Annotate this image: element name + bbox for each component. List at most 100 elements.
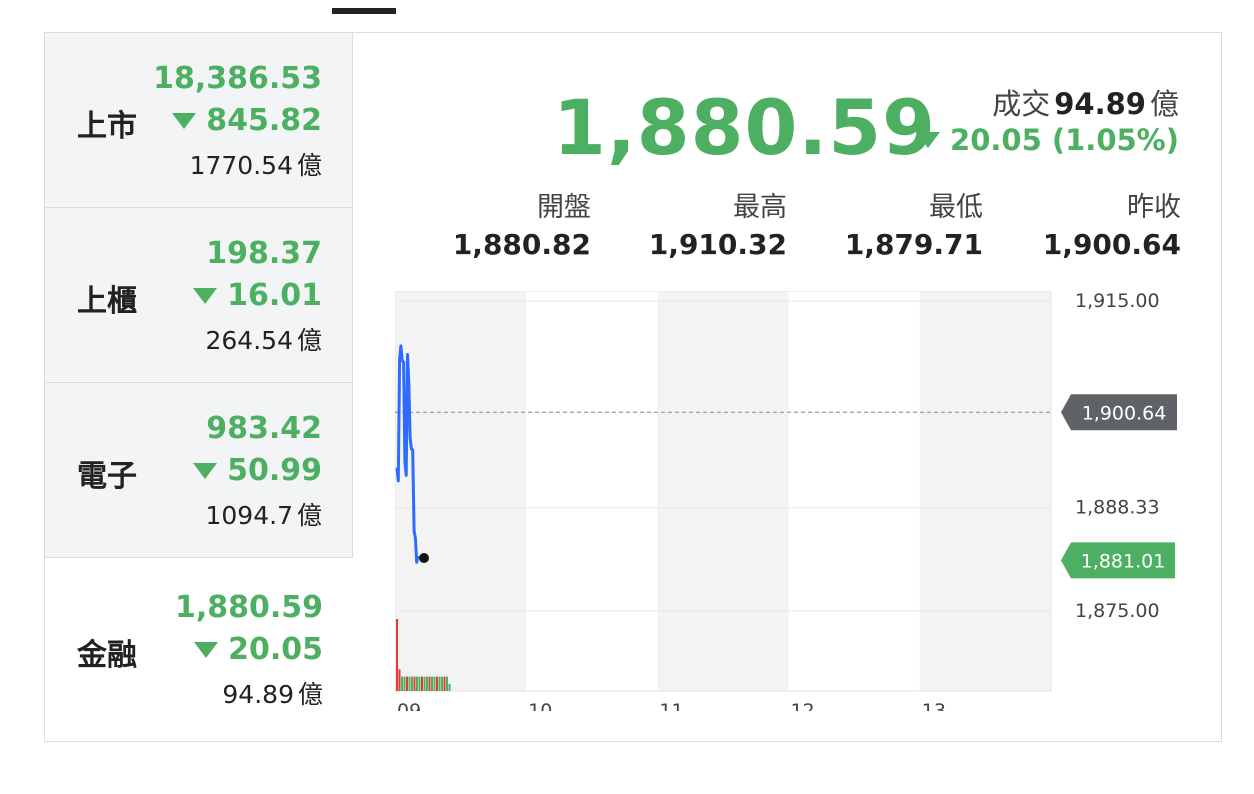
market-change: 845.82 xyxy=(172,103,322,138)
x-tick-label: 09 xyxy=(397,700,421,711)
chart-band xyxy=(788,291,920,691)
market-change-value: 845.82 xyxy=(206,103,322,138)
volume-bar xyxy=(398,669,401,691)
price-line xyxy=(395,344,420,564)
stat-prev-close: 昨收 1,900.64 xyxy=(1021,185,1181,261)
down-arrow-icon xyxy=(172,112,197,129)
y-tick-label: 1,875.00 xyxy=(1075,600,1160,622)
market-change: 50.99 xyxy=(193,453,322,488)
current-price-tag xyxy=(1061,542,1175,579)
stat-label: 最高 xyxy=(733,192,787,223)
volume-bar xyxy=(403,676,406,691)
volume-bar xyxy=(436,676,438,691)
stat-label: 最低 xyxy=(929,192,983,223)
volume-bar xyxy=(418,676,421,691)
market-volume-value: 94.89 xyxy=(222,680,294,709)
stat-high: 最高 1,910.32 xyxy=(627,185,787,261)
market-volume: 1770.54 億 xyxy=(190,146,322,182)
volume-bar xyxy=(428,676,431,691)
volume-bar xyxy=(443,676,446,691)
chart-band xyxy=(395,291,527,691)
down-arrow-icon xyxy=(193,462,218,479)
turnover-unit: 億 xyxy=(1149,87,1179,121)
current-price-label: 1,881.01 xyxy=(1081,550,1166,572)
market-item-electronics[interactable]: 電子 983.42 50.99 1094.7 億 xyxy=(45,383,353,558)
market-item-otc[interactable]: 上櫃 198.37 16.01 264.54 億 xyxy=(45,208,353,383)
market-change-value: 50.99 xyxy=(227,453,322,488)
market-name: 上櫃 xyxy=(77,284,137,319)
volume-bar xyxy=(441,676,443,691)
current-price-dot xyxy=(418,552,429,563)
volume-bar xyxy=(396,619,398,691)
turnover-label: 成交 xyxy=(992,87,1051,121)
volume-bar xyxy=(413,676,416,691)
market-volume-value: 1094.7 xyxy=(205,501,293,530)
volume-bar xyxy=(448,683,451,691)
market-name: 上市 xyxy=(77,109,137,144)
market-volume-value: 264.54 xyxy=(205,326,293,355)
market-volume: 94.89 億 xyxy=(222,675,323,711)
volume-bar xyxy=(401,676,403,691)
market-change-value: 16.01 xyxy=(227,278,322,313)
volume-bar xyxy=(431,676,433,691)
market-volume: 264.54 億 xyxy=(206,321,323,357)
market-item-listed[interactable]: 上市 18,386.53 845.82 1770.54 億 xyxy=(45,33,353,208)
volume-bar xyxy=(421,676,423,691)
volume-bar xyxy=(411,676,413,691)
market-volume-unit: 億 xyxy=(297,680,323,709)
price-change-value: 20.05 (1.05%) xyxy=(950,123,1179,157)
stat-value: 1,879.71 xyxy=(844,228,983,261)
market-volume-unit: 億 xyxy=(296,326,322,355)
stat-label: 昨收 xyxy=(1127,192,1181,223)
stat-low: 最低 1,879.71 xyxy=(823,185,983,261)
x-tick-label: 13 xyxy=(922,700,946,711)
market-name: 電子 xyxy=(77,459,137,494)
x-tick-label: 10 xyxy=(528,700,552,711)
price-change: 20.05 (1.05%) xyxy=(916,123,1179,157)
market-change: 16.01 xyxy=(193,278,322,313)
volume-bar xyxy=(426,676,428,691)
volume-bar xyxy=(438,676,441,691)
market-price: 18,386.53 xyxy=(153,61,322,96)
x-tick-label: 12 xyxy=(791,700,815,711)
stat-label: 開盤 xyxy=(537,192,591,223)
volume-bar xyxy=(408,676,411,691)
reference-price-tag xyxy=(1061,394,1177,431)
chart-band xyxy=(919,291,1051,691)
market-volume-unit: 億 xyxy=(296,151,322,180)
market-panel: 上市 18,386.53 845.82 1770.54 億 上櫃 198.37 1… xyxy=(44,32,1222,742)
down-arrow-icon xyxy=(193,287,218,304)
market-change-value: 20.05 xyxy=(228,632,323,667)
market-volume-value: 1770.54 xyxy=(189,151,293,180)
current-price: 1,880.59 xyxy=(553,83,937,172)
turnover-value: 94.89 xyxy=(1054,87,1146,121)
market-change: 20.05 xyxy=(194,632,323,667)
market-volume-unit: 億 xyxy=(296,501,322,530)
market-price: 198.37 xyxy=(206,236,322,271)
down-arrow-icon xyxy=(194,641,219,658)
volume-bar xyxy=(433,676,436,691)
volume-bar xyxy=(416,676,418,691)
market-volume: 1094.7 億 xyxy=(206,496,323,532)
market-item-finance[interactable]: 金融 1,880.59 20.05 94.89 億 xyxy=(45,558,353,733)
market-price: 1,880.59 xyxy=(174,590,323,625)
y-tick-label: 1,915.00 xyxy=(1075,291,1160,312)
volume-bar xyxy=(446,676,448,691)
market-name: 金融 xyxy=(77,638,137,673)
active-tab-indicator xyxy=(332,8,396,14)
reference-price-label: 1,900.64 xyxy=(1082,402,1167,424)
chart-band xyxy=(657,291,789,691)
stat-value: 1,900.64 xyxy=(1042,228,1181,261)
stat-open: 開盤 1,880.82 xyxy=(431,185,591,261)
stat-value: 1,910.32 xyxy=(648,228,787,261)
chart-frame xyxy=(395,291,1052,692)
volume-bar xyxy=(423,676,426,691)
stat-value: 1,880.82 xyxy=(452,228,591,261)
chart-band xyxy=(526,291,658,691)
intraday-chart[interactable]: 1,915.00 1,888.33 1,875.00 1,900.64 1,881.01… xyxy=(395,291,1185,711)
y-tick-label: 1,888.33 xyxy=(1075,497,1160,519)
volume-bar xyxy=(406,676,408,691)
x-tick-label: 11 xyxy=(659,700,683,711)
market-price: 983.42 xyxy=(206,411,322,446)
turnover: 成交 94.89 億 xyxy=(992,81,1179,123)
